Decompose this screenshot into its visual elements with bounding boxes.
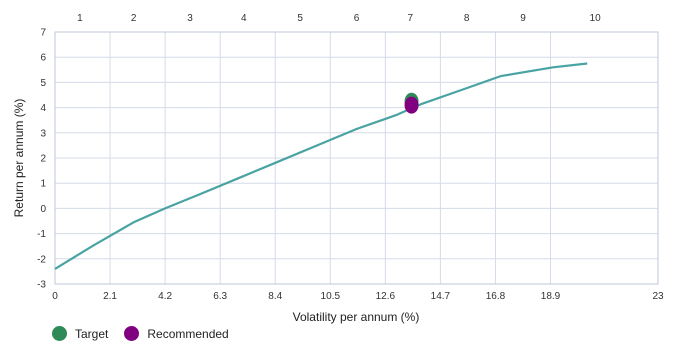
x-tick-label: 8.4	[268, 291, 282, 302]
y-tick-label: -2	[37, 254, 46, 265]
x-tick-label: 18.9	[541, 291, 561, 302]
x-tick-label: 6.3	[213, 291, 227, 302]
y-tick-label: 2	[40, 154, 46, 165]
top-axis-label: 8	[464, 13, 470, 24]
legend: Target Recommended	[52, 326, 235, 341]
recommended-swatch-icon	[124, 326, 140, 341]
target-swatch-icon	[52, 326, 67, 341]
top-axis-label: 2	[131, 13, 137, 24]
y-axis-title: Return per annum (%)	[12, 99, 26, 218]
y-tick-label: 0	[40, 204, 46, 215]
x-tick-label: 23	[652, 291, 664, 302]
grid-lines	[54, 31, 659, 285]
x-tick-label: 0	[52, 291, 58, 302]
top-axis-label: 7	[407, 13, 413, 24]
y-tick-label: 1	[40, 179, 46, 190]
x-tick-label: 12.6	[376, 291, 396, 302]
y-tick-label: 3	[40, 128, 46, 139]
recommended-point	[404, 96, 419, 114]
top-axis-label: 10	[590, 13, 602, 24]
y-tick-label: 5	[40, 78, 46, 89]
frontier-line	[54, 62, 588, 270]
plot-frame	[54, 31, 659, 285]
y-tick-label: 4	[40, 103, 46, 114]
legend-item-recommended[interactable]: Recommended	[124, 326, 229, 341]
x-tick-label: 14.7	[431, 291, 451, 302]
top-axis-label: 5	[297, 13, 303, 24]
top-axis-label: 9	[520, 13, 526, 24]
y-tick-label: -3	[37, 280, 46, 291]
point-layer	[404, 92, 419, 114]
x-tick-label: 4.2	[158, 291, 172, 302]
x-tick-label: 2.1	[103, 291, 117, 302]
top-axis-label: 6	[354, 13, 360, 24]
top-axis-label: 1	[77, 13, 83, 24]
y-tick-label: 7	[40, 28, 46, 39]
x-axis-title: Volatility per annum (%)	[293, 310, 420, 324]
legend-item-target[interactable]: Target	[52, 326, 108, 341]
top-axis-label: 4	[241, 13, 247, 24]
legend-label-target: Target	[75, 326, 109, 341]
x-tick-label: 16.8	[486, 291, 506, 302]
series-layer	[54, 62, 588, 270]
legend-label-recommended: Recommended	[147, 326, 229, 341]
y-tick-label: 6	[40, 53, 46, 64]
y-tick-label: -1	[37, 229, 46, 240]
x-tick-label: 10.5	[321, 291, 341, 302]
top-axis-label: 3	[187, 13, 193, 24]
